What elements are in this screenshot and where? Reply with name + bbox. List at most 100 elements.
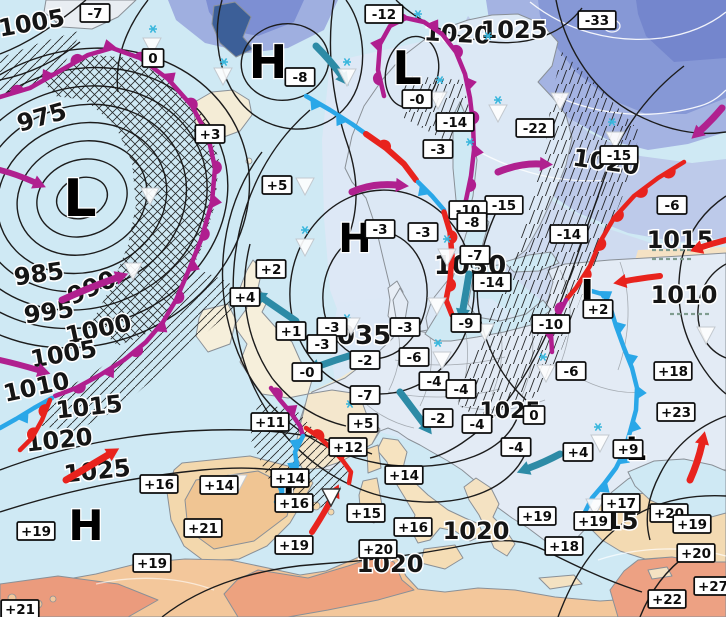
temperature-shading-blob	[458, 16, 726, 242]
temperature-label-value: -6	[665, 198, 680, 214]
precipitation-hatch-area	[458, 52, 640, 420]
warm-front-pip	[378, 139, 392, 151]
occluded-front-pip	[554, 302, 565, 316]
temperature-label-value: 0	[148, 51, 157, 67]
high-pressure-center: H	[68, 501, 103, 550]
temperature-label: +17	[601, 493, 641, 513]
warm-front-pip	[596, 237, 607, 251]
wind-arrow-shaft	[699, 237, 726, 250]
temperature-label-box	[653, 361, 693, 381]
wind-arrow	[58, 271, 129, 304]
warm-front-line	[563, 159, 687, 303]
arrow-layer	[0, 42, 726, 535]
temperature-label-box	[349, 385, 381, 405]
temperature-label-value: +5	[353, 416, 374, 432]
temperature-label-value: +22	[652, 592, 682, 608]
warm-front-pip	[662, 167, 676, 179]
wind-arrow-shaft	[58, 274, 120, 304]
temperature-label: +2	[582, 299, 614, 319]
white-contour-line	[529, 1, 726, 41]
temperature-label: +2	[255, 259, 287, 279]
wind-arrow-shaft	[348, 181, 400, 196]
occluded-front-pip	[41, 69, 55, 82]
temperature-label-box	[347, 413, 379, 433]
wind-arrow-shaft	[62, 451, 112, 484]
temperature-label-value: +4	[235, 290, 256, 306]
temperature-label-value: -15	[607, 148, 631, 164]
occluded-front-pip	[200, 227, 210, 241]
isobar-loop	[240, 23, 330, 101]
temperature-label: -2	[349, 350, 381, 370]
snow-icon	[343, 57, 351, 67]
precipitation-hatch-area	[42, 55, 219, 346]
temperature-label-box	[456, 212, 488, 232]
temperature-label: -8	[456, 212, 488, 232]
temperature-label: +3	[194, 124, 226, 144]
temperature-label-value: -3	[315, 337, 330, 353]
temperature-label: -15	[599, 145, 639, 165]
warm-front-pip	[38, 404, 49, 418]
low-pressure-center: L	[63, 169, 96, 229]
temperature-label-value: +21	[5, 602, 35, 617]
temperature-label-box	[544, 536, 584, 556]
occluded-front-pip	[72, 383, 86, 394]
warm-front	[17, 397, 53, 453]
temperature-label-box	[275, 321, 307, 341]
temperature-label: +14	[270, 468, 310, 488]
temperature-label-value: -3	[431, 142, 446, 158]
cold-front	[415, 179, 447, 213]
wind-arrow-head	[539, 156, 553, 172]
temperature-label: -14	[472, 272, 512, 292]
temperature-label: -4	[418, 371, 450, 391]
pressure-center-layer: LLHHHLLL	[62, 34, 647, 552]
occluded-front-pip	[163, 72, 176, 85]
low-pressure-center: L	[392, 41, 421, 95]
temperature-label: +16	[274, 493, 314, 513]
snow-icon	[494, 95, 502, 105]
wind-arrow-shaft	[396, 388, 428, 428]
temperature-label-value: -14	[443, 115, 467, 131]
shower-triangle-icon	[488, 104, 508, 124]
occluded-front-pip	[370, 37, 382, 52]
shower-triangle-icon	[123, 262, 143, 282]
temperature-label-value: -0	[300, 365, 315, 381]
country-border	[365, 403, 415, 429]
temperature-label-value: +15	[351, 506, 381, 522]
high-pressure-center: H	[249, 35, 288, 89]
isobar-value-label: 1020	[443, 517, 510, 545]
temperature-label-value: -8	[465, 215, 480, 231]
temperature-label: +4	[562, 442, 594, 462]
warm-front-line	[363, 131, 419, 183]
wind-arrow-shaft	[312, 42, 345, 79]
temperature-label-value: +16	[398, 520, 428, 536]
occluded-front-pip	[187, 259, 200, 273]
temperature-label: +21	[0, 599, 40, 617]
high-pressure-center: H	[338, 216, 371, 262]
temperature-label-box	[562, 442, 594, 462]
isobar-line	[646, 415, 726, 541]
wind-arrow-head	[516, 461, 532, 475]
cold-front	[303, 93, 369, 137]
shower-triangle-icon	[213, 67, 233, 87]
wind-arrow-head	[689, 240, 705, 254]
wind-arrow-head	[695, 431, 709, 446]
temperature-label-value: -10	[539, 317, 563, 333]
shower-triangle-icon	[337, 68, 357, 88]
isobar-ring	[36, 158, 128, 238]
wind-arrow-shaft	[697, 104, 726, 134]
isobar-value-label: 1025	[481, 16, 548, 44]
temperature-label: -3	[422, 139, 454, 159]
cold-front-pip	[418, 184, 431, 197]
temperature-label: -7	[459, 245, 491, 265]
landmass-cyprus	[647, 566, 673, 580]
occluded-front-pip	[102, 39, 116, 51]
wind-arrow	[0, 167, 46, 189]
isobar-line	[0, 0, 87, 55]
shower-triangle-icon	[140, 187, 160, 207]
temperature-label-value: -7	[468, 248, 483, 264]
isobar-line	[697, 263, 726, 359]
temperature-label-value: -4	[509, 440, 524, 456]
warm-front-pip	[311, 429, 325, 441]
